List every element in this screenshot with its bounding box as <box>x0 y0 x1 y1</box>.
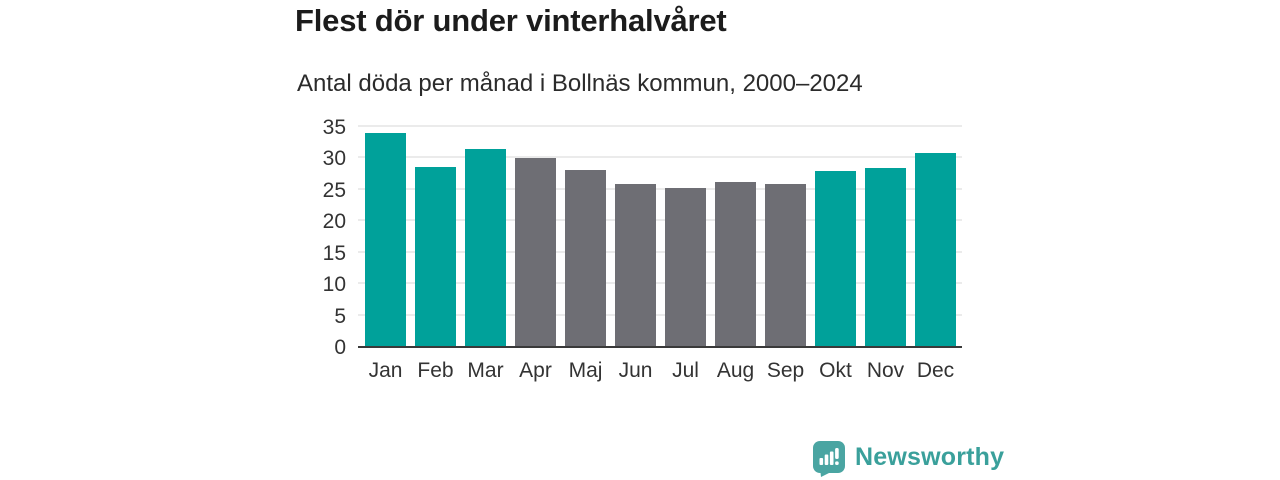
bar-jan <box>365 132 406 346</box>
x-tick-label-dec: Dec <box>916 359 955 382</box>
y-tick-label-30: 30 <box>322 147 346 171</box>
x-tick-label-nov: Nov <box>866 359 905 382</box>
y-axis-labels: 0 5 10 15 20 25 30 35 <box>290 116 346 359</box>
y-tick-label-5: 5 <box>334 304 346 328</box>
gridline-y-20 <box>358 219 962 222</box>
bar-okt <box>815 170 856 346</box>
newsworthy-logo-icon <box>813 441 845 477</box>
bar-dec <box>915 153 956 346</box>
gridline-y-10 <box>358 282 962 285</box>
bar-apr <box>515 158 556 346</box>
x-tick-label-jun: Jun <box>618 359 653 382</box>
bar-chart-plot-area <box>358 125 962 348</box>
gridline-y-5 <box>358 313 962 316</box>
newsworthy-logo: Newsworthy <box>812 440 1004 477</box>
y-tick-label-20: 20 <box>322 210 346 234</box>
x-tick-label-apr: Apr <box>519 359 552 382</box>
x-tick-label-jul: Jul <box>672 359 699 382</box>
x-axis-labels: Jan Feb Mar Apr Maj Jun Jul Aug Sep Okt Nov Dec <box>358 358 962 384</box>
bar-mar <box>465 148 506 346</box>
bar-maj <box>565 170 606 346</box>
y-tick-label-35: 35 <box>322 116 346 139</box>
bar-nov <box>865 168 906 346</box>
chart-subtitle: Antal döda per månad i Bollnäs kommun, 2… <box>297 70 863 97</box>
y-tick-label-0: 0 <box>334 336 346 359</box>
x-tick-label-jan: Jan <box>368 359 403 382</box>
x-tick-label-sep: Sep <box>766 359 805 382</box>
x-tick-label-feb: Feb <box>417 359 454 382</box>
x-tick-label-maj: Maj <box>568 359 603 382</box>
bar-aug <box>715 181 756 346</box>
gridline-y-25 <box>358 187 962 190</box>
gridline-y-30 <box>358 156 962 159</box>
x-tick-label-mar: Mar <box>467 359 504 382</box>
gridline-y-15 <box>358 250 962 253</box>
chart-title: Flest dör under vinterhalvåret <box>295 3 727 38</box>
x-tick-label-aug: Aug <box>716 359 755 382</box>
y-tick-label-25: 25 <box>322 178 346 202</box>
bar-jun <box>615 183 656 346</box>
y-tick-label-15: 15 <box>322 241 346 265</box>
bar-feb <box>415 166 456 346</box>
bar-jul <box>665 187 706 346</box>
newsworthy-logo-text: Newsworthy <box>855 442 1005 471</box>
y-tick-label-10: 10 <box>322 273 346 297</box>
x-tick-label-okt: Okt <box>819 359 852 382</box>
bar-sep <box>765 184 806 346</box>
gridline-y-35 <box>358 125 962 127</box>
